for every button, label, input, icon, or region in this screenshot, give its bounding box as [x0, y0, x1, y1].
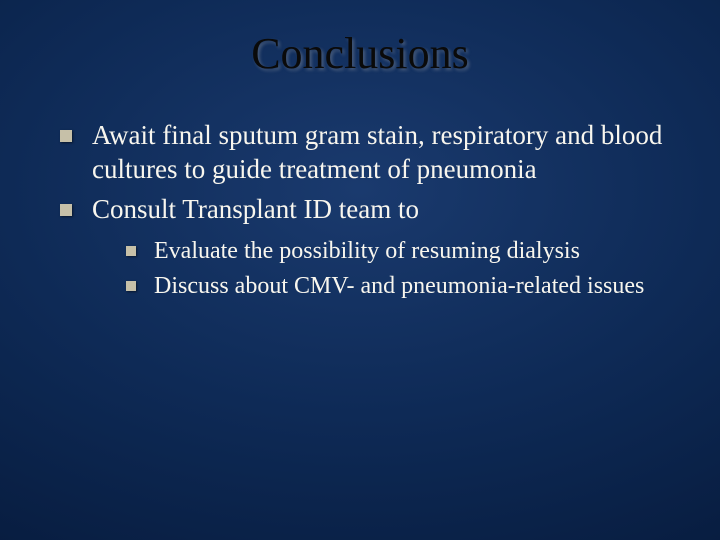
bullet-text: Discuss about CMV- and pneumonia-related… — [154, 273, 644, 299]
slide-title: Conclusions — [40, 28, 680, 79]
bullet-text: Evaluate the possibility of resuming dia… — [154, 238, 580, 264]
bullet-list-level2: Evaluate the possibility of resuming dia… — [92, 236, 680, 302]
slide: Conclusions Await final sputum gram stai… — [0, 0, 720, 540]
bullet-text: Await final sputum gram stain, respirato… — [92, 120, 662, 184]
list-item: Await final sputum gram stain, respirato… — [60, 119, 680, 187]
list-item: Discuss about CMV- and pneumonia-related… — [126, 271, 680, 302]
list-item: Evaluate the possibility of resuming dia… — [126, 236, 680, 267]
list-item: Consult Transplant ID team to Evaluate t… — [60, 193, 680, 303]
bullet-list-level1: Await final sputum gram stain, respirato… — [40, 119, 680, 303]
bullet-text: Consult Transplant ID team to — [92, 194, 419, 224]
